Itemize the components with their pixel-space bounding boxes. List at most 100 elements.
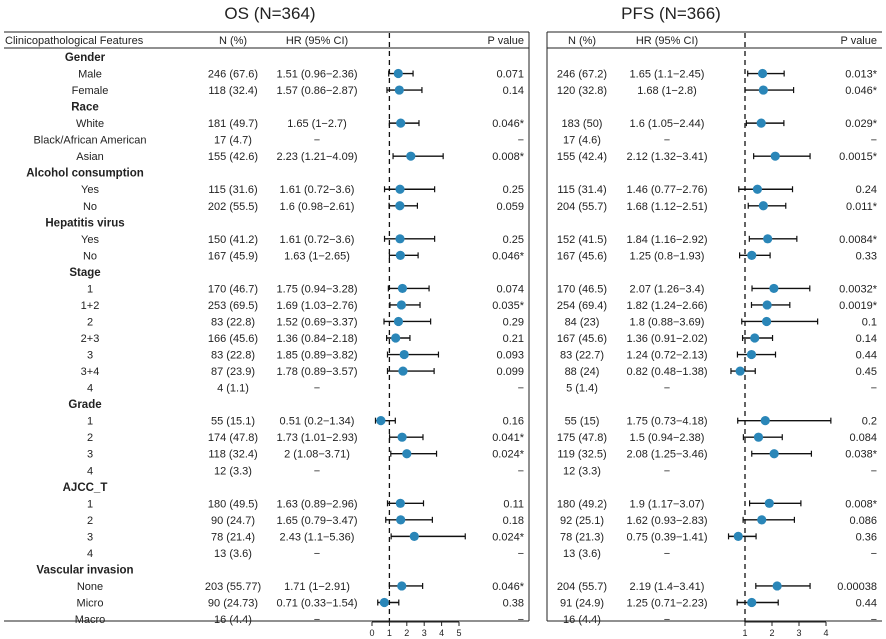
os-x-tick-label: 4 xyxy=(439,628,444,638)
row-label: 3 xyxy=(87,531,93,543)
os-n-cell: 118 (32.4) xyxy=(208,449,257,461)
row-label: Female xyxy=(72,85,109,97)
os-hr-cell: 1.85 (0.89−3.82) xyxy=(276,350,357,362)
pfs-n-cell: 119 (32.5) xyxy=(557,449,606,461)
pfs-hr-point xyxy=(757,515,767,525)
group-label: Stage xyxy=(69,267,100,279)
pfs-n-cell: 83 (22.7) xyxy=(560,350,604,362)
pfs-hr-point xyxy=(750,333,760,343)
row-label: 3 xyxy=(87,449,93,461)
os-n-cell: 150 (41.2) xyxy=(208,234,258,246)
pfs-n-cell: 92 (25.1) xyxy=(560,515,604,527)
os-hr-cell: 1.78 (0.89−3.57) xyxy=(276,366,357,378)
plot-axes: 0 1 2 3 4 5 1 2 3 4 xyxy=(369,33,829,638)
os-p-cell: 0.046* xyxy=(492,581,525,593)
os-hr-point xyxy=(397,283,408,294)
os-x-tick-label: 0 xyxy=(369,628,374,638)
row-label: 4 xyxy=(87,548,93,560)
os-n-cell: 78 (21.4) xyxy=(211,531,255,543)
pfs-hr-point xyxy=(769,449,779,459)
os-hr-cell: 1.69 (1.03−2.76) xyxy=(276,300,357,312)
pfs-hr-cell: 1.68 (1−2.8) xyxy=(637,85,697,97)
pfs-hr-point xyxy=(758,85,768,95)
pfs-p-cell: 0.00038 xyxy=(837,581,877,593)
pfs-p-cell: − xyxy=(871,614,877,626)
os-p-cell: 0.046* xyxy=(492,118,525,130)
pfs-n-cell: 204 (55.7) xyxy=(557,581,607,593)
pfs-n-cell: 180 (49.2) xyxy=(557,498,607,510)
pfs-p-cell: 0.2 xyxy=(862,416,877,428)
plot-marks xyxy=(374,68,832,608)
os-header-hr: HR (95% CI) xyxy=(286,35,348,47)
os-n-cell: 202 (55.5) xyxy=(208,201,258,213)
pfs-p-cell: − xyxy=(871,465,877,477)
os-hr-point xyxy=(395,498,405,508)
os-hr-cell: 1.71 (1−2.91) xyxy=(284,581,350,593)
os-n-cell: 90 (24.7) xyxy=(211,515,255,527)
os-p-cell: 0.25 xyxy=(503,184,524,196)
pfs-p-cell: 0.086 xyxy=(849,515,877,527)
os-hr-cell: 1.75 (0.94−3.28) xyxy=(276,283,357,295)
os-n-cell: 55 (15.1) xyxy=(211,416,255,428)
pfs-hr-cell: 1.65 (1.1−2.45) xyxy=(630,69,705,81)
pfs-p-cell: 0.011* xyxy=(846,201,878,213)
pfs-p-cell: 0.046* xyxy=(845,85,878,97)
row-label: Black/African American xyxy=(33,135,146,147)
os-hr-point xyxy=(406,151,416,161)
os-p-cell: − xyxy=(518,614,524,626)
pfs-hr-cell: − xyxy=(664,135,670,147)
row-label: Male xyxy=(78,69,102,81)
pfs-hr-point xyxy=(747,250,757,260)
os-p-cell: 0.11 xyxy=(503,498,524,510)
pfs-hr-cell: 1.68 (1.12−2.51) xyxy=(626,201,707,213)
os-n-cell: 155 (42.6) xyxy=(208,151,258,163)
os-n-cell: 203 (55.77) xyxy=(205,581,261,593)
pfs-n-cell: 120 (32.8) xyxy=(557,85,607,97)
os-hr-cell: − xyxy=(314,383,320,395)
row-label: 3+4 xyxy=(81,366,100,378)
os-n-cell: 16 (4.4) xyxy=(214,614,252,626)
os-n-cell: 253 (69.5) xyxy=(208,300,258,312)
pfs-n-cell: 88 (24) xyxy=(565,366,600,378)
group-label: Vascular invasion xyxy=(36,564,133,576)
os-p-cell: 0.21 xyxy=(503,333,524,345)
os-p-cell: 0.035* xyxy=(492,300,525,312)
pfs-n-cell: 17 (4.6) xyxy=(563,135,601,147)
pfs-header-n: N (%) xyxy=(568,35,596,47)
pfs-x-tick-label: 3 xyxy=(796,628,801,638)
os-hr-point xyxy=(395,250,405,260)
row-label: 1+2 xyxy=(81,300,100,312)
pfs-p-cell: − xyxy=(871,548,877,560)
pfs-hr-point xyxy=(762,300,772,310)
os-hr-point xyxy=(395,201,405,211)
row-label: Macro xyxy=(75,614,106,626)
os-n-cell: 83 (22.8) xyxy=(211,350,255,362)
os-x-tick-label: 3 xyxy=(422,628,427,638)
pfs-hr-point xyxy=(733,531,743,541)
pfs-hr-cell: 2.19 (1.4−3.41) xyxy=(630,581,705,593)
pfs-p-cell: 0.36 xyxy=(856,531,877,543)
os-p-cell: 0.14 xyxy=(503,85,524,97)
row-label: 4 xyxy=(87,465,93,477)
pfs-hr-cell: 1.75 (0.73−4.18) xyxy=(626,416,707,428)
pfs-hr-cell: 1.8 (0.88−3.69) xyxy=(630,316,705,328)
pfs-hr-cell: 1.82 (1.24−2.66) xyxy=(626,300,707,312)
pfs-hr-point xyxy=(770,151,780,161)
os-hr-cell: − xyxy=(314,548,320,560)
os-n-cell: 12 (3.3) xyxy=(214,465,252,477)
row-label: Yes xyxy=(81,234,99,246)
header-features: Clinicopathological Features xyxy=(5,35,144,47)
row-label: White xyxy=(76,118,104,130)
os-n-cell: 90 (24.73) xyxy=(208,597,258,609)
os-p-cell: 0.059 xyxy=(496,201,524,213)
os-hr-cell: 1.52 (0.69−3.37) xyxy=(276,316,357,328)
os-hr-point xyxy=(398,366,408,376)
os-p-cell: 0.024* xyxy=(492,531,525,543)
os-hr-cell: − xyxy=(314,614,320,626)
os-hr-cell: 1.63 (0.89−2.96) xyxy=(276,498,357,510)
os-n-cell: 87 (23.9) xyxy=(211,366,255,378)
os-hr-point xyxy=(395,184,405,194)
row-label: 2+3 xyxy=(81,333,100,345)
pfs-hr-cell: 0.82 (0.48−1.38) xyxy=(626,366,707,378)
